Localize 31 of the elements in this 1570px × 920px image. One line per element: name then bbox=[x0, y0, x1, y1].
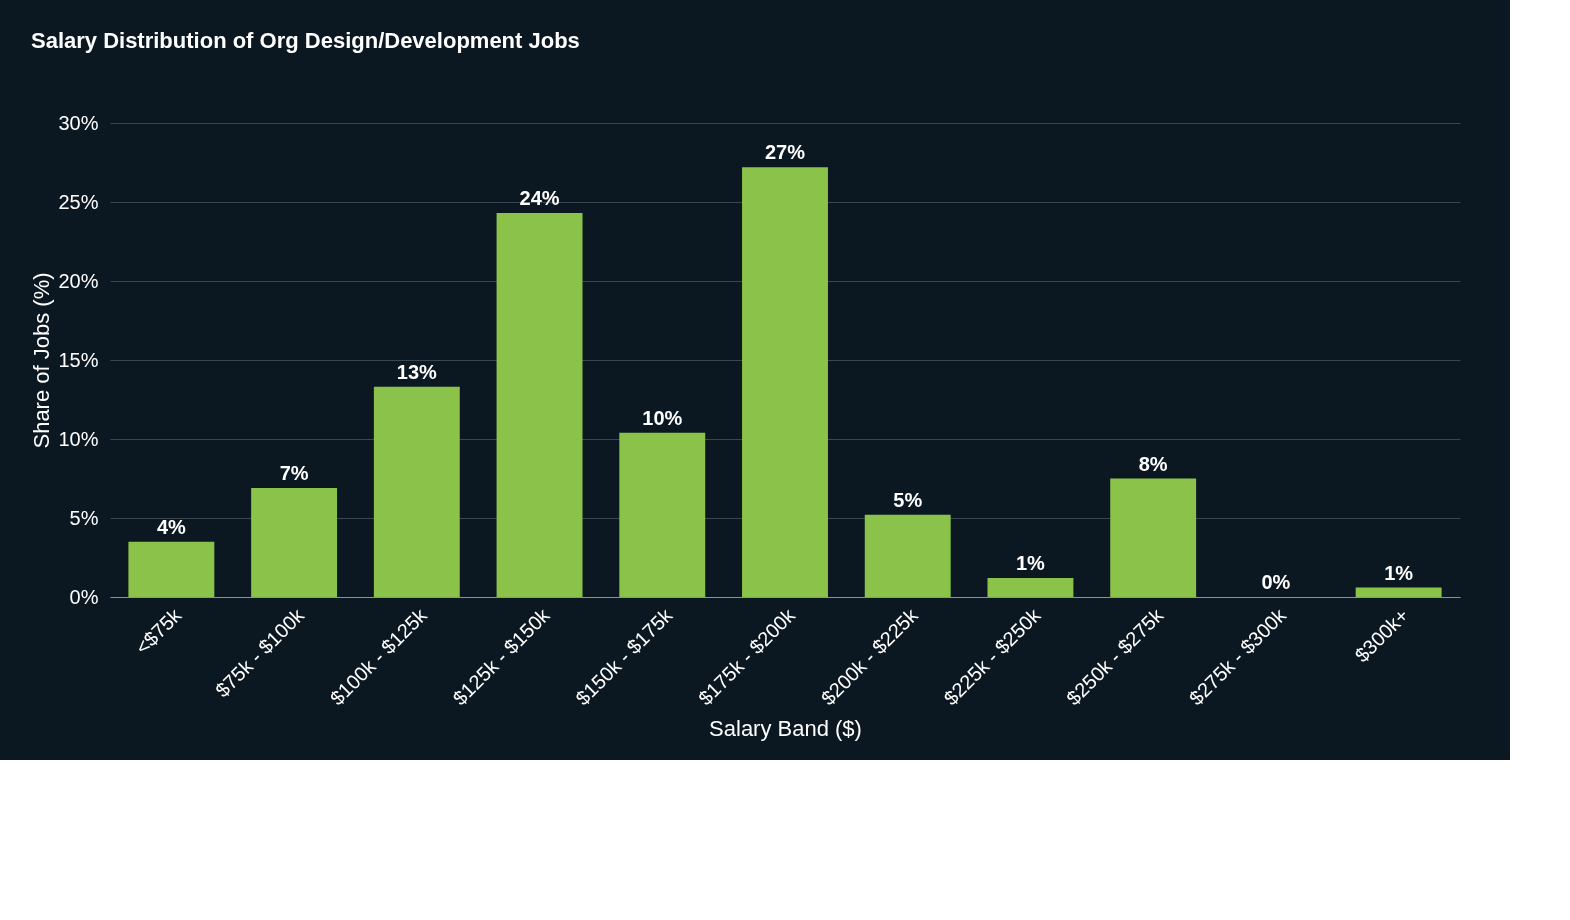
y-tick-label: 15% bbox=[58, 348, 99, 371]
bar bbox=[1355, 587, 1442, 597]
data-label: 24% bbox=[519, 187, 560, 210]
data-label: 13% bbox=[396, 360, 438, 383]
data-label: 8% bbox=[1138, 452, 1168, 475]
bar bbox=[373, 386, 460, 597]
bar bbox=[496, 213, 583, 597]
data-label: 1% bbox=[1384, 561, 1414, 584]
bar bbox=[742, 167, 828, 597]
x-axis-title: Salary Band ($) bbox=[709, 716, 862, 742]
bar bbox=[128, 541, 215, 597]
data-label: 4% bbox=[156, 515, 187, 538]
data-label: 10% bbox=[642, 406, 683, 429]
data-label: 1% bbox=[1016, 552, 1046, 575]
data-label: 27% bbox=[764, 141, 806, 164]
data-label: 5% bbox=[893, 488, 923, 511]
data-label: 7% bbox=[279, 461, 309, 484]
y-tick-label: 10% bbox=[58, 427, 99, 450]
bar bbox=[251, 487, 338, 597]
y-tick-label: 0% bbox=[69, 585, 99, 608]
bar bbox=[1110, 478, 1197, 597]
bar bbox=[864, 514, 951, 597]
bar bbox=[987, 578, 1074, 597]
chart-title: Salary Distribution of Org Design/Development Jobs bbox=[30, 28, 580, 53]
y-axis-title: Share of Jobs (%) bbox=[29, 272, 55, 449]
y-tick-label: 5% bbox=[69, 506, 99, 529]
y-tick-label: 30% bbox=[58, 111, 99, 134]
data-label: 0% bbox=[1261, 571, 1291, 593]
bar bbox=[619, 432, 706, 597]
y-tick-label: 25% bbox=[58, 190, 99, 213]
y-tick-label: 20% bbox=[58, 269, 99, 292]
